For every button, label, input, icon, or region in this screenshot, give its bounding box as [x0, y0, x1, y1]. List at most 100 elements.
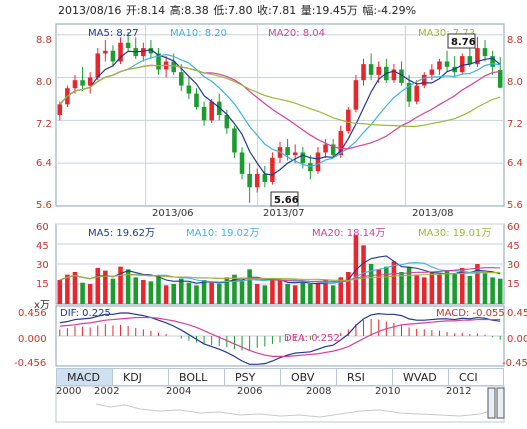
volume-bar	[141, 280, 146, 304]
timeline-year-2002: 2002	[94, 386, 120, 397]
timeline-handle-right[interactable]	[496, 387, 505, 419]
candle-body	[444, 61, 450, 67]
price-ma5-label: MA5: 8.27	[88, 28, 139, 39]
volume-bar	[467, 276, 473, 304]
tab-rsi[interactable]: RSI	[336, 368, 392, 386]
price-ma10-label: MA10: 8.20	[170, 28, 227, 39]
candle-body	[406, 82, 412, 102]
volume-bar	[148, 281, 154, 304]
price-ytick-left-4: 5.6	[36, 200, 52, 211]
volume-bar	[103, 270, 108, 304]
candle-body	[171, 61, 176, 73]
volume-ma30-line	[59, 271, 501, 281]
macd-ytick-left-1: 0.000	[18, 334, 47, 345]
tab-obv[interactable]: OBV	[280, 368, 336, 386]
volume-bar	[163, 285, 169, 304]
volume-bar	[346, 272, 351, 304]
timeline-overview[interactable]	[55, 385, 505, 423]
candle-body	[110, 50, 116, 62]
tab-cci[interactable]: CCI	[448, 368, 504, 386]
volume-bar	[338, 277, 344, 304]
volume-ytick-right-1: 45	[507, 241, 520, 252]
tab-psy[interactable]: PSY	[224, 368, 280, 386]
quote-volume: 量:19.45万	[300, 4, 358, 17]
volume-ytick-right-0: 60	[507, 222, 520, 233]
candle-body	[399, 69, 404, 83]
volume-bar	[285, 284, 290, 304]
quote-low: 低:7.80	[213, 4, 253, 17]
volume-bar	[179, 278, 184, 304]
volume-bar	[376, 269, 381, 304]
tab-boll[interactable]: BOLL	[168, 368, 224, 386]
candle-body	[201, 106, 207, 121]
candle-body	[232, 128, 237, 153]
volume-bar	[87, 284, 93, 304]
candle-body	[239, 152, 245, 174]
volume-bar	[262, 285, 268, 304]
tab-wvad[interactable]: WVAD	[392, 368, 448, 386]
candle-body	[57, 104, 63, 115]
volume-bar	[277, 280, 283, 304]
macd-value-label: MACD: -0.055	[436, 308, 505, 319]
candle-body	[141, 48, 146, 57]
candle-body	[421, 74, 427, 86]
macd-ytick-left-2: -0.456	[14, 358, 46, 369]
macd-ytick-right-0: 0.456	[507, 308, 527, 319]
volume-bar	[194, 285, 199, 304]
volume-bar	[300, 282, 306, 304]
volume-panel: MA5: 19.62万 MA10: 19.02万 MA20: 18.14万 MA…	[34, 222, 520, 311]
timeline-year-2010: 2010	[375, 386, 401, 397]
volume-bar	[330, 285, 336, 304]
tab-macd[interactable]: MACD	[56, 368, 112, 386]
price-panel: MA5: 8.27 MA10: 8.20 MA20: 8.04 MA30: 7.…	[36, 23, 523, 219]
price-ytick-right-1: 8.0	[507, 77, 523, 88]
volume-bar	[270, 278, 275, 304]
volume-ytick-left-3: 15	[36, 279, 49, 290]
volume-bar	[110, 278, 116, 304]
price-ytick-left-3: 6.4	[36, 158, 52, 169]
high-marker-box	[447, 33, 476, 49]
low-marker-box	[270, 191, 299, 207]
volume-bar	[209, 282, 214, 304]
timeline-handle-left[interactable]	[487, 387, 496, 419]
volume-bar	[57, 280, 63, 304]
volume-bar	[437, 274, 442, 304]
macd-dea-line	[59, 316, 501, 357]
candle-body	[179, 72, 184, 86]
candle-body	[346, 109, 351, 132]
tab-kdj[interactable]: KDJ	[112, 368, 168, 386]
volume-bar	[292, 285, 298, 304]
volume-bar	[452, 273, 457, 304]
candle-body	[103, 50, 108, 54]
volume-ma30-label: MA30: 19.01万	[418, 228, 491, 239]
volume-bar	[384, 266, 389, 304]
high-marker-label: 8.76	[451, 37, 476, 48]
candle-body	[194, 93, 199, 107]
candle-body	[361, 64, 366, 81]
volume-ytick-left-0: 60	[36, 222, 49, 233]
volume-bar	[399, 272, 404, 304]
timeline-year-2006: 2006	[237, 386, 263, 397]
quote-header: 2013/08/16 开:8.14 高:8.38 低:7.80 收:7.81 量…	[0, 0, 527, 22]
volume-bar	[414, 274, 419, 304]
candle-body	[156, 53, 161, 70]
timeline-year-2000: 2000	[56, 386, 82, 397]
price-xtick-0: 2013/06	[152, 208, 194, 219]
volume-bar	[156, 276, 161, 304]
volume-bar	[65, 274, 70, 304]
candle-body	[376, 66, 381, 75]
price-ytick-left-1: 8.0	[36, 77, 52, 88]
volume-bar	[444, 270, 450, 304]
volume-ytick-left-2: 30	[36, 260, 49, 271]
price-ma5-line	[59, 49, 501, 176]
price-ma30-line	[59, 64, 501, 128]
volume-bar	[482, 273, 488, 304]
candle-body	[323, 144, 328, 153]
timeline-sparkline	[95, 403, 491, 418]
volume-bar	[323, 280, 328, 304]
price-ma30-label: MA30: 7.73	[418, 28, 475, 39]
candle-body	[224, 115, 230, 129]
candle-body	[437, 61, 442, 70]
timeline-years: 2000 2002 2004 2006 2008 2010 2012	[56, 386, 504, 422]
